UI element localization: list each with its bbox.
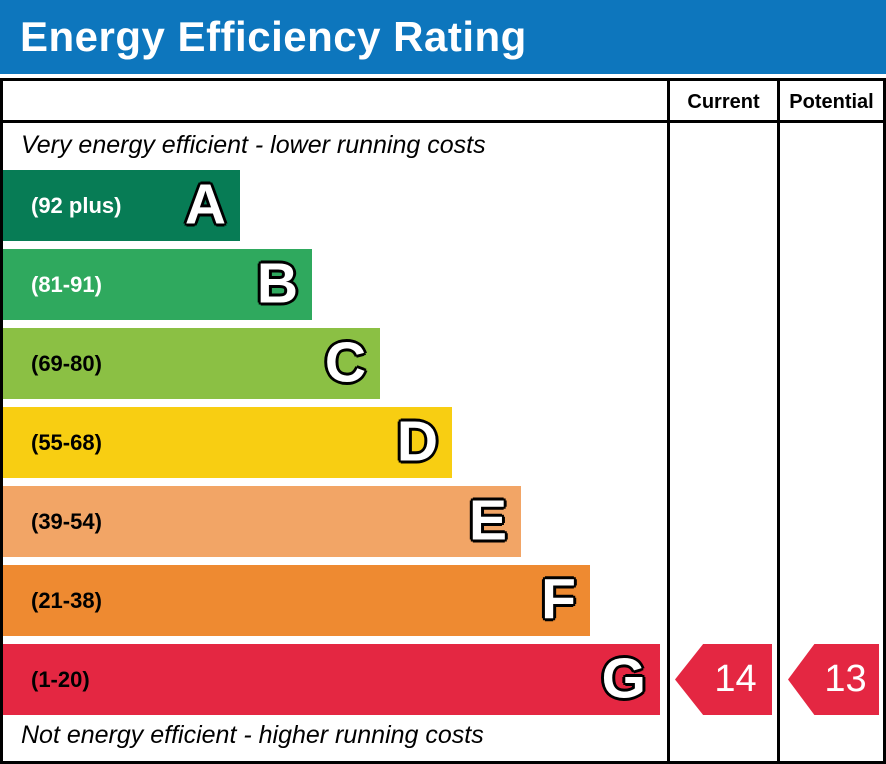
rating-table: Current Potential Very energy efficient …	[0, 78, 886, 764]
band-letter: B	[256, 250, 298, 315]
band-letter: D	[396, 408, 438, 473]
title-bar: Energy Efficiency Rating	[0, 0, 886, 74]
column-header-potential: Potential	[789, 90, 874, 113]
band-row-e: (39-54) E	[3, 486, 521, 557]
band-row-d: (55-68) D	[3, 407, 452, 478]
current-rating-arrow: 14	[675, 644, 772, 715]
band-range-label: (92 plus)	[31, 192, 122, 218]
current-rating-value: 14	[714, 658, 757, 700]
potential-rating-arrow: 13	[788, 644, 879, 715]
band-range-label: (39-54)	[31, 508, 102, 534]
top-caption: Very energy efficient - lower running co…	[21, 131, 486, 159]
potential-rating-value: 13	[824, 658, 867, 700]
band-range-label: (1-20)	[31, 666, 90, 692]
bottom-caption: Not energy efficient - higher running co…	[21, 721, 484, 749]
band-letter: C	[324, 329, 366, 394]
column-divider-current	[667, 81, 670, 761]
band-letter: A	[184, 171, 226, 236]
band-letter: E	[468, 487, 507, 552]
band-row-b: (81-91) B	[3, 249, 312, 320]
band-row-c: (69-80) C	[3, 328, 380, 399]
band-row-g: (1-20) G	[3, 644, 660, 715]
band-letter: G	[601, 645, 646, 710]
band-range-label: (21-38)	[31, 587, 102, 613]
page-title: Energy Efficiency Rating	[20, 13, 527, 60]
column-divider-potential	[777, 81, 780, 761]
band-row-a: (92 plus) A	[3, 170, 240, 241]
band-range-label: (55-68)	[31, 429, 102, 455]
band-range-label: (81-91)	[31, 271, 102, 297]
band-range-label: (69-80)	[31, 350, 102, 376]
table-header-row	[3, 81, 883, 123]
band-letter: F	[541, 566, 576, 631]
column-header-current: Current	[687, 90, 760, 113]
band-row-f: (21-38) F	[3, 565, 590, 636]
